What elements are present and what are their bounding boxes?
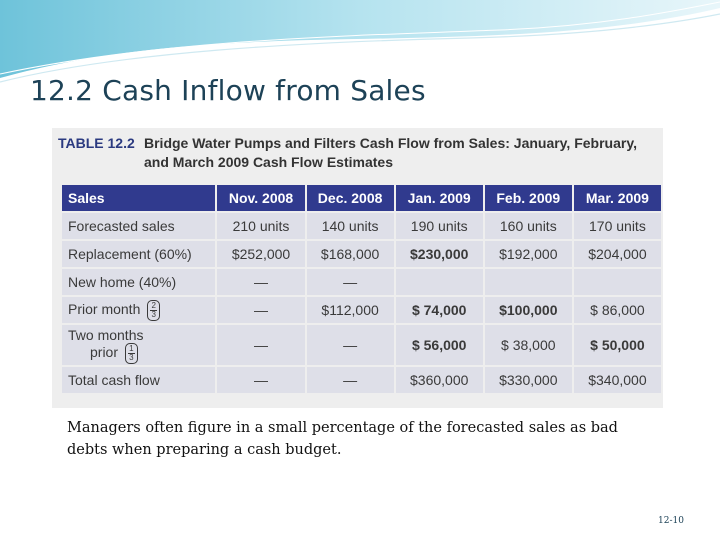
slide-note: Managers often figure in a small percent… [67, 420, 618, 458]
table-cell: — [217, 269, 305, 295]
fraction-denominator: 3 [129, 352, 134, 362]
header-sales: Sales [62, 185, 216, 211]
table-cell: $ 86,000 [573, 297, 661, 323]
row-label: Total cash flow [62, 367, 216, 393]
table-row-two-months-prior: Two months prior 1 3 — — $ 56,000 $ 38,0… [62, 325, 661, 365]
table-row-replacement: Replacement (60%) $252,000 $168,000 $230… [62, 241, 661, 267]
table-cell: $168,000 [306, 241, 394, 267]
fraction-numerator: 2 [151, 300, 156, 310]
row-label: Two months prior 1 3 [62, 325, 216, 365]
fraction-numerator: 1 [129, 343, 134, 353]
table-row-forecasted-sales: Forecasted sales 210 units 140 units 190… [62, 213, 661, 239]
cash-flow-table: Sales Nov. 2008 Dec. 2008 Jan. 2009 Feb.… [60, 183, 663, 395]
fraction-one-third: 1 3 [124, 342, 138, 364]
table-figure: TABLE 12.2 Bridge Water Pumps and Filter… [52, 128, 663, 408]
header-nov-2008: Nov. 2008 [217, 185, 305, 211]
table-cell: $100,000 [484, 297, 572, 323]
row-label-line2-wrap: prior 1 3 [68, 342, 209, 364]
table-cell: $230,000 [395, 241, 483, 267]
table-cell: $ 50,000 [573, 325, 661, 365]
header-dec-2008: Dec. 2008 [306, 185, 394, 211]
fraction-two-thirds: 2 3 [147, 299, 161, 321]
table-cell: $ 38,000 [484, 325, 572, 365]
table-cell: $192,000 [484, 241, 572, 267]
table-cell: $252,000 [217, 241, 305, 267]
row-label: Forecasted sales [62, 213, 216, 239]
fraction-bar [150, 309, 158, 311]
header-mar-2009: Mar. 2009 [573, 185, 661, 211]
table-cell: $112,000 [306, 297, 394, 323]
table-cell: $ 56,000 [395, 325, 483, 365]
table-cell: — [306, 367, 394, 393]
page-number: 12-10 [658, 516, 684, 526]
decorative-wave-banner [0, 0, 720, 83]
table-cell: $204,000 [573, 241, 661, 267]
table-caption-text: Bridge Water Pumps and Filters Cash Flow… [144, 135, 637, 170]
row-label: Replacement (60%) [62, 241, 216, 267]
table-cell [484, 269, 572, 295]
table-header-row: Sales Nov. 2008 Dec. 2008 Jan. 2009 Feb.… [62, 185, 661, 211]
row-label-line2: prior [90, 343, 119, 360]
table-caption: TABLE 12.2 Bridge Water Pumps and Filter… [58, 134, 658, 172]
table-cell: — [217, 367, 305, 393]
table-cell: — [306, 269, 394, 295]
table-cell: 210 units [217, 213, 305, 239]
table-cell: $ 74,000 [395, 297, 483, 323]
header-jan-2009: Jan. 2009 [395, 185, 483, 211]
table-cell: $360,000 [395, 367, 483, 393]
slide-title: 12.2 Cash Inflow from Sales [30, 74, 426, 107]
table-cell [573, 269, 661, 295]
table-cell: 160 units [484, 213, 572, 239]
table-row-total-cash-flow: Total cash flow — — $360,000 $330,000 $3… [62, 367, 661, 393]
table-cell: — [217, 325, 305, 365]
header-feb-2009: Feb. 2009 [484, 185, 572, 211]
fraction-denominator: 3 [151, 309, 156, 319]
table-label: TABLE 12.2 [58, 135, 135, 151]
fraction-bar [127, 352, 135, 354]
table-cell: — [217, 297, 305, 323]
table-cell: 190 units [395, 213, 483, 239]
table-cell: $340,000 [573, 367, 661, 393]
table-row-new-home: New home (40%) — — [62, 269, 661, 295]
table-row-prior-month: Prior month 2 3 — $112,000 $ 74,000 $100… [62, 297, 661, 323]
table-cell: $330,000 [484, 367, 572, 393]
table-cell: — [306, 325, 394, 365]
row-label: Prior month 2 3 [62, 297, 216, 323]
table-cell: 140 units [306, 213, 394, 239]
row-label: New home (40%) [62, 269, 216, 295]
table-cell: 170 units [573, 213, 661, 239]
row-label-line1: Two months [68, 326, 144, 343]
table-cell [395, 269, 483, 295]
row-label-text: Prior month [68, 300, 141, 317]
